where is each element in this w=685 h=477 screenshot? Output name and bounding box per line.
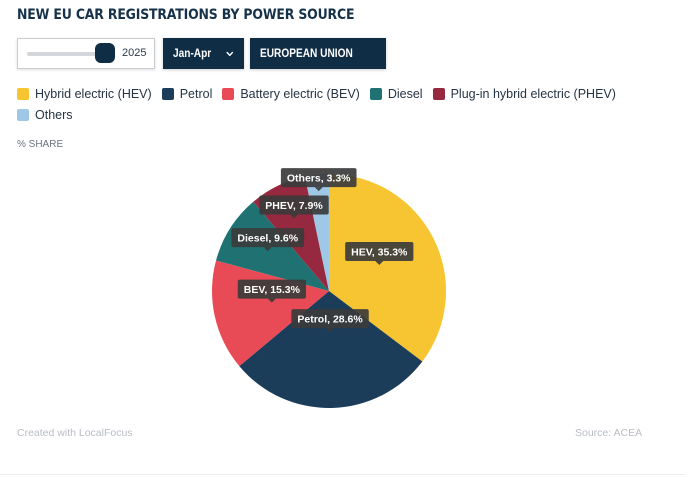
period-dropdown[interactable]: Jan-Apr <box>163 38 244 69</box>
slice-label-text: BEV, 15.3% <box>244 284 301 296</box>
slider-year-value: 2025 <box>122 47 147 59</box>
slice-data-label: Diesel, 9.6% <box>231 228 305 252</box>
legend-item[interactable]: Others <box>17 108 73 122</box>
legend-swatch <box>17 109 29 121</box>
legend-swatch <box>432 88 445 100</box>
slice-data-label: Petrol, 28.6% <box>291 309 369 333</box>
slice-label-text: PHEV, 7.9% <box>265 200 323 212</box>
chart-legend: Hybrid electric (HEV) Petrol Battery elect… <box>17 87 667 122</box>
slice-label-text: HEV, 35.3% <box>351 246 408 258</box>
credit-text: Created with LocalFocus <box>17 427 133 439</box>
slice-label-text: Diesel, 9.6% <box>237 233 298 245</box>
slice-data-label: HEV, 35.3% <box>345 241 414 265</box>
legend-item[interactable]: Plug-in hybrid electric (PHEV) <box>432 87 616 101</box>
legend-item[interactable]: Hybrid electric (HEV) <box>17 87 152 101</box>
legend-swatch <box>369 88 382 100</box>
legend-item[interactable]: Battery electric (BEV) <box>222 87 360 101</box>
region-dropdown-label: EUROPEAN UNION <box>260 47 353 60</box>
chart-title: NEW EU CAR REGISTRATIONS BY POWER SOURCE <box>17 7 355 23</box>
legend-label: Others <box>35 108 73 122</box>
slice-label-text: Petrol, 28.6% <box>297 314 363 326</box>
legend-label: Plug-in hybrid electric (PHEV) <box>450 87 616 101</box>
pie-slice[interactable] <box>329 174 447 362</box>
divider <box>0 474 685 475</box>
slice-label-text: Others, 3.3% <box>287 173 351 185</box>
legend-label: Battery electric (BEV) <box>240 87 360 101</box>
pie-slice[interactable] <box>239 291 423 408</box>
slice-data-label: Others, 3.3% <box>280 168 357 192</box>
legend-item[interactable]: Petrol <box>161 87 213 101</box>
legend-swatch <box>161 88 174 100</box>
slice-data-label: BEV, 15.3% <box>237 279 306 303</box>
source-text: Source: ACEA <box>575 427 643 439</box>
legend-swatch <box>17 88 29 100</box>
y-axis-label: % SHARE <box>17 139 64 150</box>
chevron-down-icon <box>226 51 234 56</box>
period-dropdown-label: Jan-Apr <box>173 47 212 60</box>
chevron-down-icon <box>375 53 376 54</box>
legend-swatch <box>222 88 235 100</box>
year-slider[interactable]: 2025 <box>17 38 155 69</box>
slider-handle[interactable] <box>95 43 115 63</box>
slider-track[interactable] <box>27 52 107 56</box>
legend-label: Petrol <box>179 87 213 101</box>
legend-label: Diesel <box>387 87 423 101</box>
region-dropdown[interactable]: EUROPEAN UNION <box>250 38 386 69</box>
legend-item[interactable]: Diesel <box>369 87 423 101</box>
slice-data-label: PHEV, 7.9% <box>259 195 329 219</box>
legend-label: Hybrid electric (HEV) <box>35 87 152 101</box>
